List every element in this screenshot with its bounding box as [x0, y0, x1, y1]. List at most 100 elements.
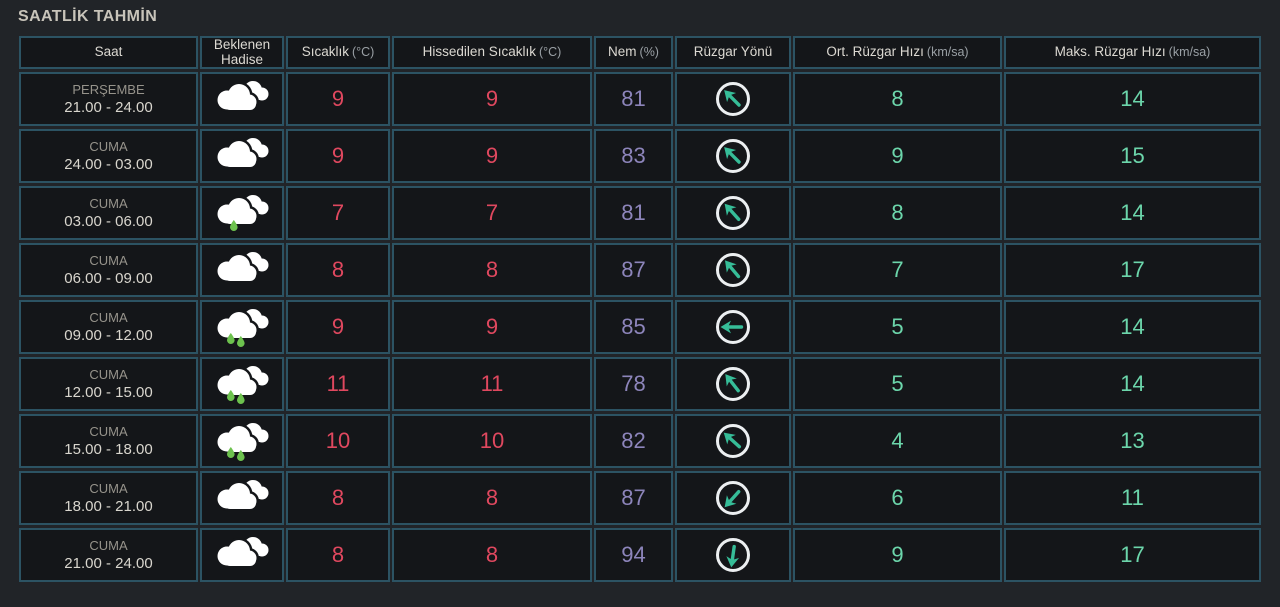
forecast-row: CUMA 03.00 - 06.00 7 7 81 8 14 — [19, 186, 1261, 241]
avg-wind-speed-value: 9 — [793, 129, 1002, 184]
column-header-ort-ruzgar-hizi: Ort. Rüzgar Hızı (km/sa) — [793, 36, 1002, 70]
day-label: CUMA — [89, 139, 128, 155]
wind-direction-icon — [677, 307, 789, 347]
avg-wind-speed-value: 8 — [793, 72, 1002, 127]
avg-wind-speed-value: 6 — [793, 471, 1002, 526]
time-slot-cell: CUMA 24.00 - 03.00 — [19, 129, 198, 184]
forecast-row: CUMA 09.00 - 12.00 9 9 85 5 14 — [19, 300, 1261, 355]
wind-direction-cell — [675, 129, 791, 184]
day-label: CUMA — [89, 538, 128, 554]
max-wind-speed-value: 14 — [1004, 72, 1261, 127]
light-rain-icon — [202, 191, 282, 235]
feels-like-value: 9 — [392, 129, 592, 184]
wind-direction-cell — [675, 186, 791, 241]
time-slot-cell: CUMA 06.00 - 09.00 — [19, 243, 198, 298]
column-header-ruzgar-yonu: Rüzgar Yönü — [675, 36, 791, 70]
avg-wind-speed-value: 9 — [793, 528, 1002, 583]
max-wind-speed-value: 13 — [1004, 414, 1261, 469]
wind-direction-cell — [675, 72, 791, 127]
max-wind-speed-value: 17 — [1004, 528, 1261, 583]
max-wind-speed-value: 14 — [1004, 186, 1261, 241]
max-wind-speed-value: 14 — [1004, 357, 1261, 412]
feels-like-value: 11 — [392, 357, 592, 412]
forecast-row: PERŞEMBE 21.00 - 24.00 9 9 81 8 14 — [19, 72, 1261, 127]
time-range-label: 06.00 - 09.00 — [64, 270, 153, 288]
cloudy-icon — [202, 476, 282, 520]
unit-label: (%) — [639, 45, 659, 60]
wind-direction-icon — [677, 535, 789, 575]
condition-cell — [200, 471, 284, 526]
humidity-value: 87 — [594, 471, 673, 526]
max-wind-speed-value: 17 — [1004, 243, 1261, 298]
temperature-value: 8 — [286, 528, 390, 583]
humidity-value: 94 — [594, 528, 673, 583]
wind-direction-icon — [677, 421, 789, 461]
column-header-maks-ruzgar-hizi: Maks. Rüzgar Hızı (km/sa) — [1004, 36, 1261, 70]
condition-cell — [200, 243, 284, 298]
feels-like-value: 9 — [392, 300, 592, 355]
wind-direction-icon — [677, 478, 789, 518]
time-slot-cell: CUMA 12.00 - 15.00 — [19, 357, 198, 412]
time-range-label: 18.00 - 21.00 — [64, 498, 153, 516]
condition-cell — [200, 528, 284, 583]
time-slot-cell: CUMA 21.00 - 24.00 — [19, 528, 198, 583]
temperature-value: 9 — [286, 300, 390, 355]
avg-wind-speed-value: 5 — [793, 300, 1002, 355]
column-header-beklenen-hadise: Beklenen Hadise — [200, 36, 284, 70]
forecast-row: CUMA 06.00 - 09.00 8 8 87 7 17 — [19, 243, 1261, 298]
time-range-label: 21.00 - 24.00 — [64, 555, 153, 573]
wind-direction-cell — [675, 414, 791, 469]
feels-like-value: 10 — [392, 414, 592, 469]
wind-direction-cell — [675, 357, 791, 412]
wind-direction-cell — [675, 300, 791, 355]
day-label: CUMA — [89, 196, 128, 212]
temperature-value: 8 — [286, 471, 390, 526]
wind-direction-icon — [677, 193, 789, 233]
wind-direction-icon — [677, 364, 789, 404]
column-header-sicaklik: Sıcaklık (°C) — [286, 36, 390, 70]
column-header-nem: Nem (%) — [594, 36, 673, 70]
condition-cell — [200, 300, 284, 355]
max-wind-speed-value: 15 — [1004, 129, 1261, 184]
forecast-row: CUMA 24.00 - 03.00 9 9 83 9 15 — [19, 129, 1261, 184]
humidity-value: 87 — [594, 243, 673, 298]
time-range-label: 15.00 - 18.00 — [64, 441, 153, 459]
column-header-hissedilen-sicaklik: Hissedilen Sıcaklık (°C) — [392, 36, 592, 70]
feels-like-value: 7 — [392, 186, 592, 241]
cloudy-icon — [202, 77, 282, 121]
day-label: CUMA — [89, 424, 128, 440]
condition-cell — [200, 186, 284, 241]
avg-wind-speed-value: 5 — [793, 357, 1002, 412]
feels-like-value: 8 — [392, 243, 592, 298]
day-label: PERŞEMBE — [72, 82, 145, 98]
humidity-value: 85 — [594, 300, 673, 355]
time-range-label: 21.00 - 24.00 — [64, 99, 153, 117]
temperature-value: 10 — [286, 414, 390, 469]
condition-cell — [200, 414, 284, 469]
time-slot-cell: CUMA 09.00 - 12.00 — [19, 300, 198, 355]
avg-wind-speed-value: 8 — [793, 186, 1002, 241]
unit-label: (km/sa) — [926, 45, 969, 60]
temperature-value: 7 — [286, 186, 390, 241]
time-slot-cell: CUMA 18.00 - 21.00 — [19, 471, 198, 526]
avg-wind-speed-value: 7 — [793, 243, 1002, 298]
day-label: CUMA — [89, 367, 128, 383]
condition-cell — [200, 357, 284, 412]
humidity-value: 78 — [594, 357, 673, 412]
feels-like-value: 8 — [392, 528, 592, 583]
time-range-label: 09.00 - 12.00 — [64, 327, 153, 345]
cloudy-icon — [202, 533, 282, 577]
time-slot-cell: PERŞEMBE 21.00 - 24.00 — [19, 72, 198, 127]
avg-wind-speed-value: 4 — [793, 414, 1002, 469]
max-wind-speed-value: 11 — [1004, 471, 1261, 526]
forecast-row: CUMA 15.00 - 18.00 10 10 82 4 13 — [19, 414, 1261, 469]
rain-icon — [202, 305, 282, 349]
column-header-saat: Saat — [19, 36, 198, 70]
feels-like-value: 9 — [392, 72, 592, 127]
hourly-forecast-panel: SAATLİK TAHMİN Saat Beklenen Hadise Sıca… — [18, 8, 1261, 583]
max-wind-speed-value: 14 — [1004, 300, 1261, 355]
humidity-value: 83 — [594, 129, 673, 184]
humidity-value: 82 — [594, 414, 673, 469]
unit-label: (km/sa) — [1168, 45, 1211, 60]
condition-cell — [200, 129, 284, 184]
